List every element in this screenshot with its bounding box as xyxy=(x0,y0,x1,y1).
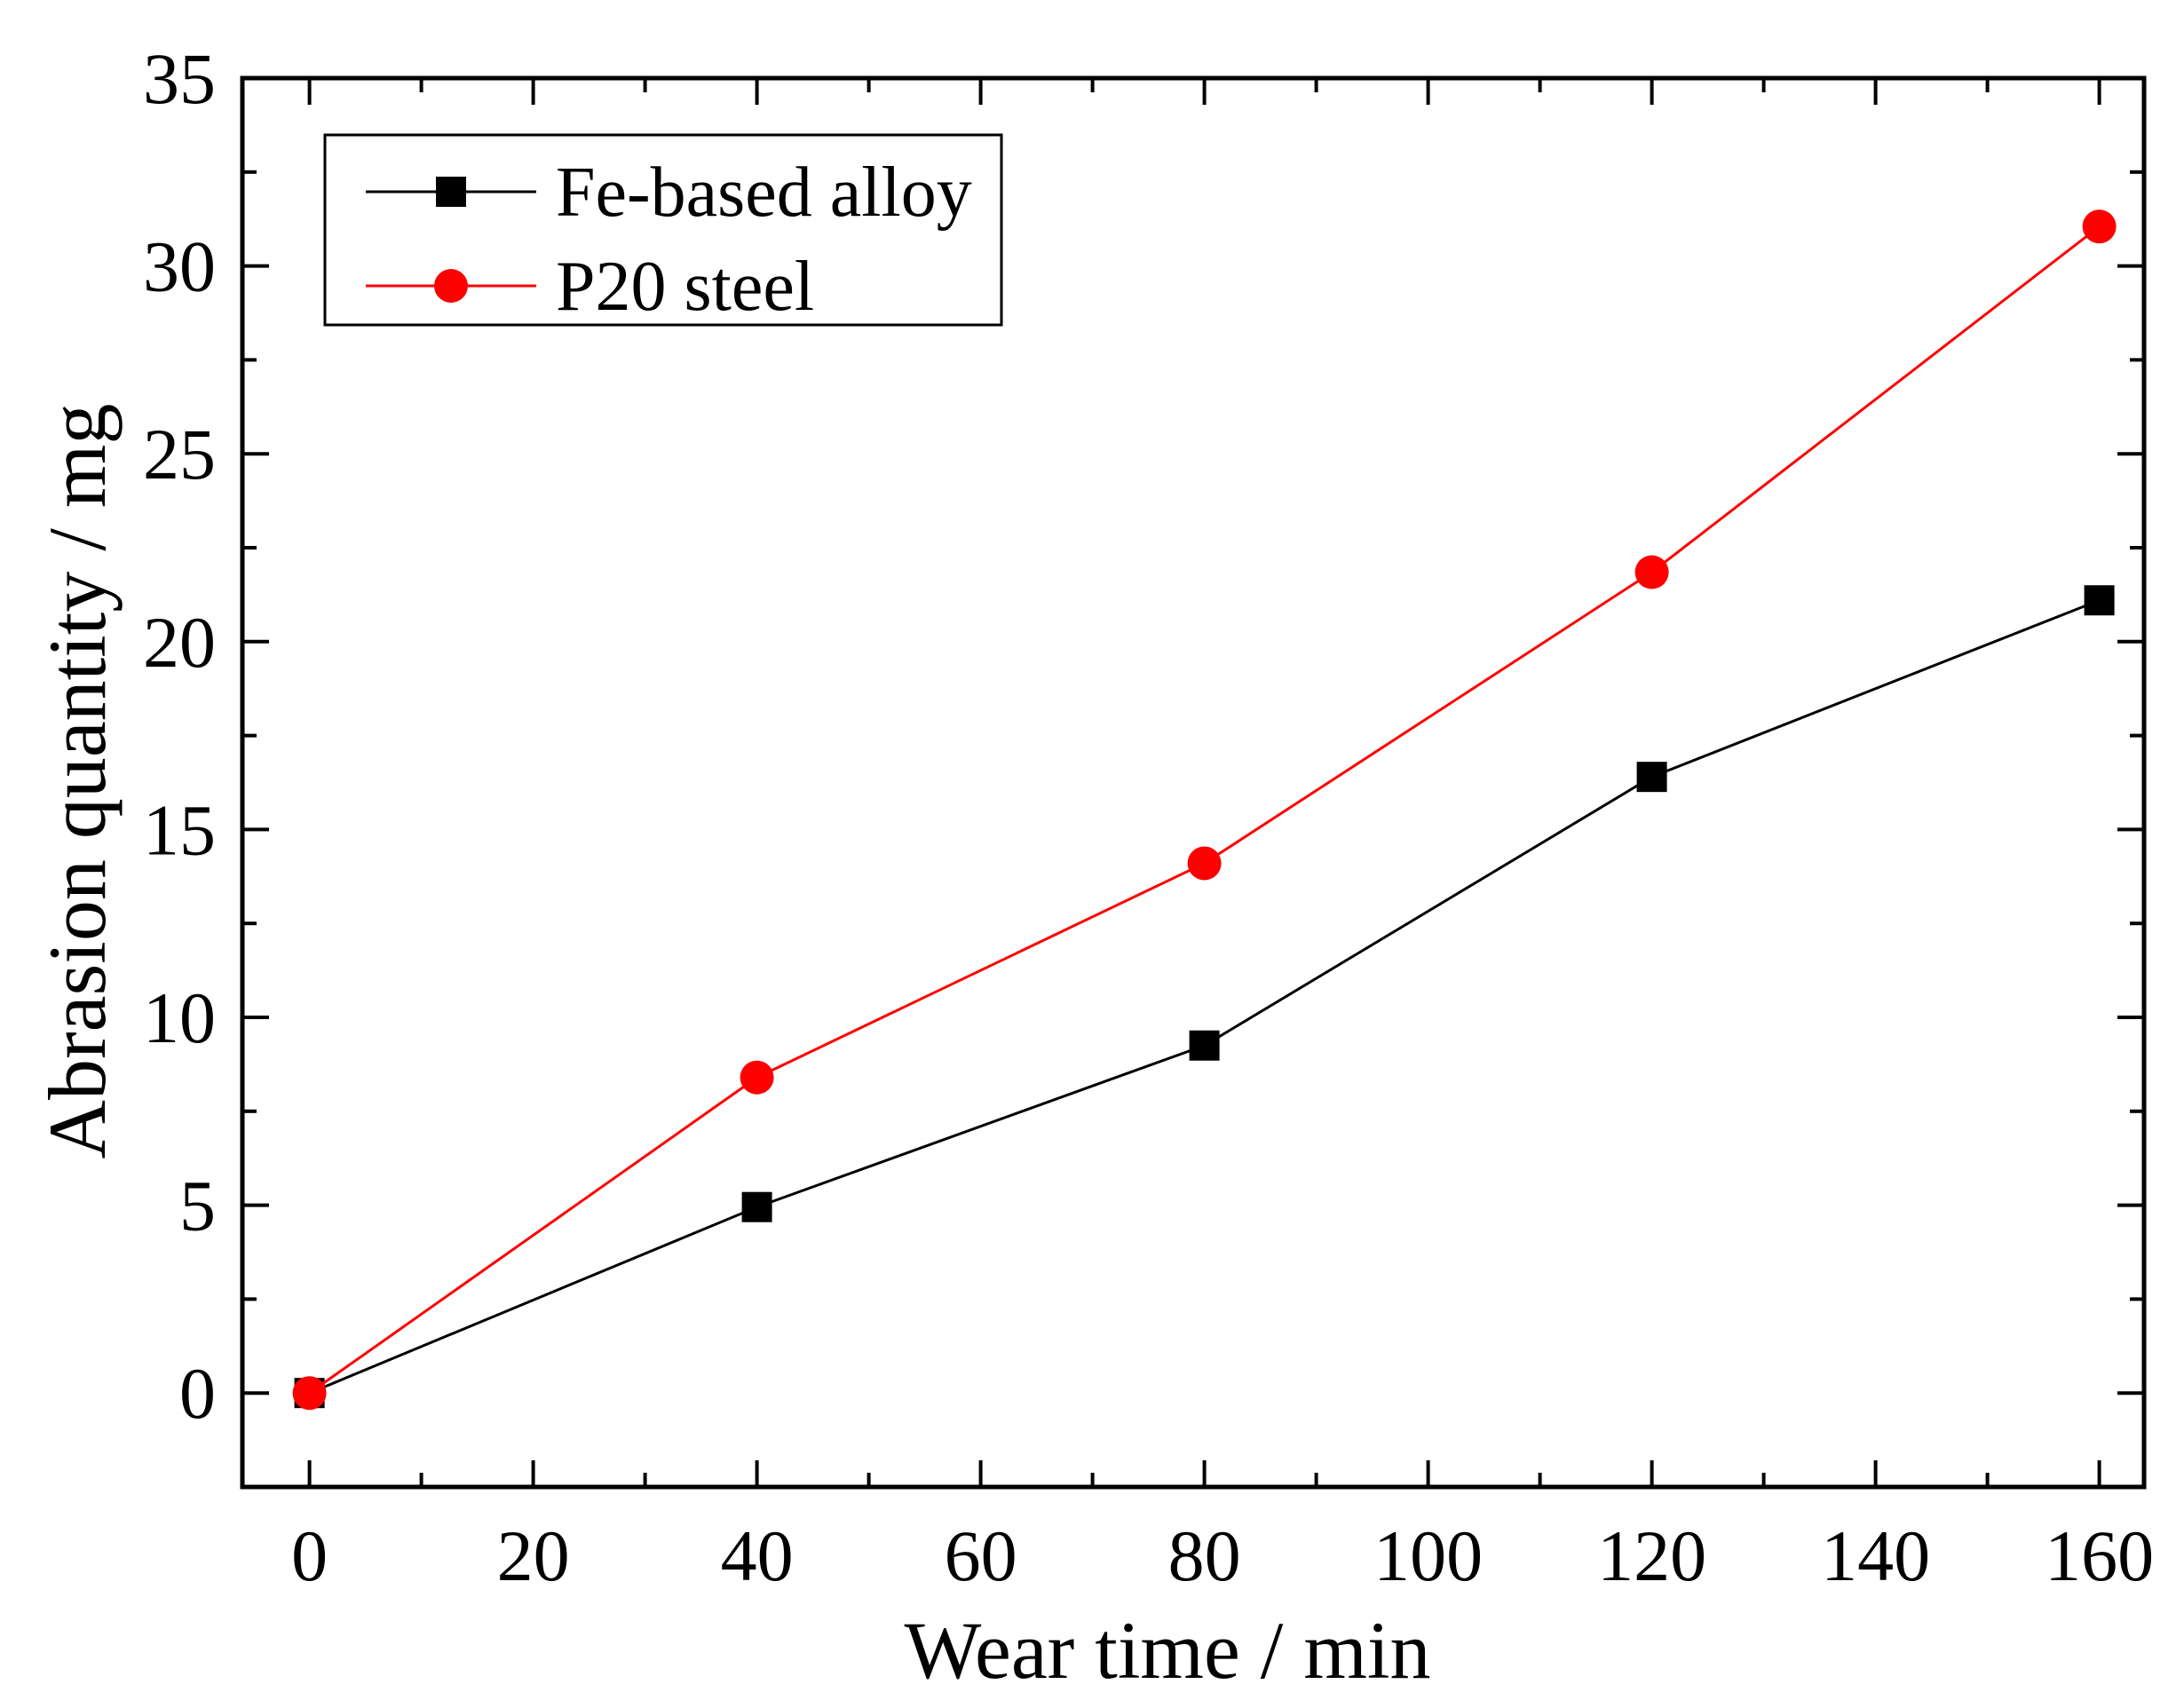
y-axis-ticks: 0 5 10 15 20 25 30 35 xyxy=(143,38,2144,1489)
x-tick-label: 100 xyxy=(1373,1515,1483,1596)
data-point-fe-based-alloy xyxy=(2084,585,2115,616)
data-point-p20-steel xyxy=(292,1376,327,1411)
data-point-p20-steel xyxy=(1187,846,1222,881)
x-tick-label: 140 xyxy=(1821,1515,1930,1596)
legend: Fe-based alloy P20 steel xyxy=(323,133,1003,327)
plot-area-frame xyxy=(240,75,2147,1490)
x-axis-ticks: 0 20 40 60 80 100 120 140 160 xyxy=(291,78,2154,1596)
data-point-fe-based-alloy xyxy=(1636,762,1667,793)
x-tick-label: 40 xyxy=(721,1515,794,1596)
x-tick-label: 60 xyxy=(945,1515,1017,1596)
y-tick-label: 0 xyxy=(179,1353,216,1434)
y-tick-label: 15 xyxy=(143,789,216,870)
x-tick-label: 80 xyxy=(1168,1515,1241,1596)
series-line-fe-based-alloy xyxy=(309,598,2101,1395)
y-tick-label: 20 xyxy=(143,602,216,683)
series-line-p20-steel xyxy=(308,225,2101,1395)
legend-label-p20-steel: P20 steel xyxy=(556,248,814,326)
data-point-p20-steel xyxy=(1634,555,1669,589)
legend-label-fe-based-alloy: Fe-based alloy xyxy=(556,154,972,232)
x-tick-label: 0 xyxy=(291,1515,328,1596)
y-tick-label: 25 xyxy=(143,414,216,494)
x-tick-label: 20 xyxy=(497,1515,570,1596)
data-point-fe-based-alloy xyxy=(1189,1030,1220,1061)
y-tick-label: 10 xyxy=(143,977,216,1058)
y-tick-label: 35 xyxy=(143,38,216,119)
x-tick-label: 120 xyxy=(1597,1515,1706,1596)
data-point-p20-steel xyxy=(2082,210,2117,244)
y-axis-title: Abrasion quantity / mg xyxy=(32,404,123,1159)
legend-marker-p20-steel xyxy=(434,269,468,303)
data-point-fe-based-alloy xyxy=(741,1191,772,1222)
x-axis-title: Wear time / min xyxy=(905,1605,1431,1696)
x-tick-label: 160 xyxy=(2045,1515,2154,1596)
data-point-p20-steel xyxy=(740,1060,774,1095)
y-tick-label: 5 xyxy=(179,1166,216,1246)
y-tick-label: 30 xyxy=(143,226,216,307)
legend-marker-fe-based-alloy xyxy=(436,177,466,207)
series-layer xyxy=(292,210,2117,1411)
